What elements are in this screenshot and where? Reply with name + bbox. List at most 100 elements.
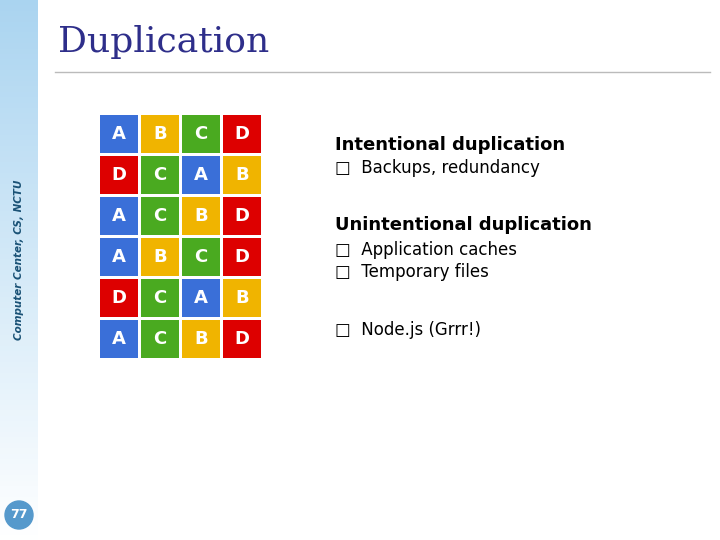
- Bar: [0, 351, 38, 356]
- Bar: [0, 5, 38, 11]
- Text: C: C: [194, 125, 207, 143]
- Bar: [0, 221, 38, 227]
- Bar: [0, 146, 38, 151]
- Bar: [0, 529, 38, 535]
- Bar: [0, 113, 38, 119]
- Bar: [223, 156, 261, 194]
- Bar: [141, 238, 179, 276]
- Bar: [0, 535, 38, 540]
- Bar: [0, 22, 38, 27]
- Bar: [0, 232, 38, 238]
- Bar: [0, 211, 38, 216]
- Bar: [0, 16, 38, 22]
- Text: C: C: [153, 166, 166, 184]
- Bar: [0, 38, 38, 43]
- Bar: [0, 308, 38, 313]
- Bar: [0, 367, 38, 373]
- Text: A: A: [194, 289, 208, 307]
- Bar: [100, 156, 138, 194]
- Bar: [100, 238, 138, 276]
- Bar: [0, 313, 38, 319]
- Bar: [0, 157, 38, 162]
- Bar: [0, 292, 38, 297]
- Bar: [0, 162, 38, 167]
- Bar: [0, 178, 38, 184]
- Text: □  Backups, redundancy: □ Backups, redundancy: [335, 159, 540, 177]
- Bar: [0, 481, 38, 486]
- Text: C: C: [194, 248, 207, 266]
- Bar: [141, 279, 179, 317]
- Bar: [0, 281, 38, 286]
- Text: D: D: [235, 248, 250, 266]
- Bar: [0, 189, 38, 194]
- Text: C: C: [153, 207, 166, 225]
- Text: Computer Center, CS, NCTU: Computer Center, CS, NCTU: [14, 180, 24, 340]
- Bar: [0, 340, 38, 346]
- Bar: [0, 302, 38, 308]
- Text: A: A: [112, 248, 126, 266]
- Bar: [0, 135, 38, 140]
- Bar: [0, 70, 38, 76]
- Bar: [0, 410, 38, 416]
- Bar: [0, 173, 38, 178]
- Bar: [0, 394, 38, 400]
- Bar: [0, 270, 38, 275]
- Bar: [182, 279, 220, 317]
- Text: C: C: [153, 289, 166, 307]
- Bar: [0, 464, 38, 470]
- Bar: [0, 243, 38, 248]
- Bar: [223, 197, 261, 235]
- Bar: [0, 81, 38, 86]
- Bar: [0, 216, 38, 221]
- Text: Unintentional duplication: Unintentional duplication: [335, 216, 592, 234]
- Bar: [182, 320, 220, 358]
- Text: A: A: [112, 207, 126, 225]
- Bar: [0, 238, 38, 243]
- Bar: [0, 362, 38, 367]
- Bar: [0, 275, 38, 281]
- Text: □  Temporary files: □ Temporary files: [335, 263, 489, 281]
- Bar: [0, 49, 38, 54]
- Text: C: C: [153, 330, 166, 348]
- Bar: [100, 115, 138, 153]
- Bar: [0, 0, 38, 5]
- Bar: [0, 97, 38, 103]
- Bar: [0, 373, 38, 378]
- Bar: [182, 156, 220, 194]
- Bar: [0, 286, 38, 292]
- Text: A: A: [112, 125, 126, 143]
- Bar: [100, 279, 138, 317]
- Bar: [0, 421, 38, 427]
- Bar: [0, 491, 38, 497]
- Bar: [0, 443, 38, 448]
- Bar: [223, 279, 261, 317]
- Bar: [0, 470, 38, 475]
- Bar: [0, 486, 38, 491]
- Bar: [0, 335, 38, 340]
- Bar: [223, 320, 261, 358]
- Bar: [0, 508, 38, 513]
- Bar: [0, 378, 38, 383]
- Bar: [0, 76, 38, 81]
- Bar: [0, 32, 38, 38]
- Bar: [0, 297, 38, 302]
- Bar: [0, 427, 38, 432]
- Bar: [0, 329, 38, 335]
- Bar: [0, 103, 38, 108]
- Bar: [0, 513, 38, 518]
- Text: 77: 77: [10, 509, 28, 522]
- Bar: [0, 448, 38, 454]
- Bar: [0, 130, 38, 135]
- Bar: [0, 248, 38, 254]
- Bar: [0, 524, 38, 529]
- Bar: [0, 497, 38, 502]
- Bar: [141, 197, 179, 235]
- Bar: [0, 356, 38, 362]
- Text: Duplication: Duplication: [58, 25, 269, 59]
- Bar: [0, 324, 38, 329]
- Bar: [0, 200, 38, 205]
- Bar: [0, 151, 38, 157]
- Bar: [0, 254, 38, 259]
- Text: D: D: [235, 330, 250, 348]
- Bar: [0, 108, 38, 113]
